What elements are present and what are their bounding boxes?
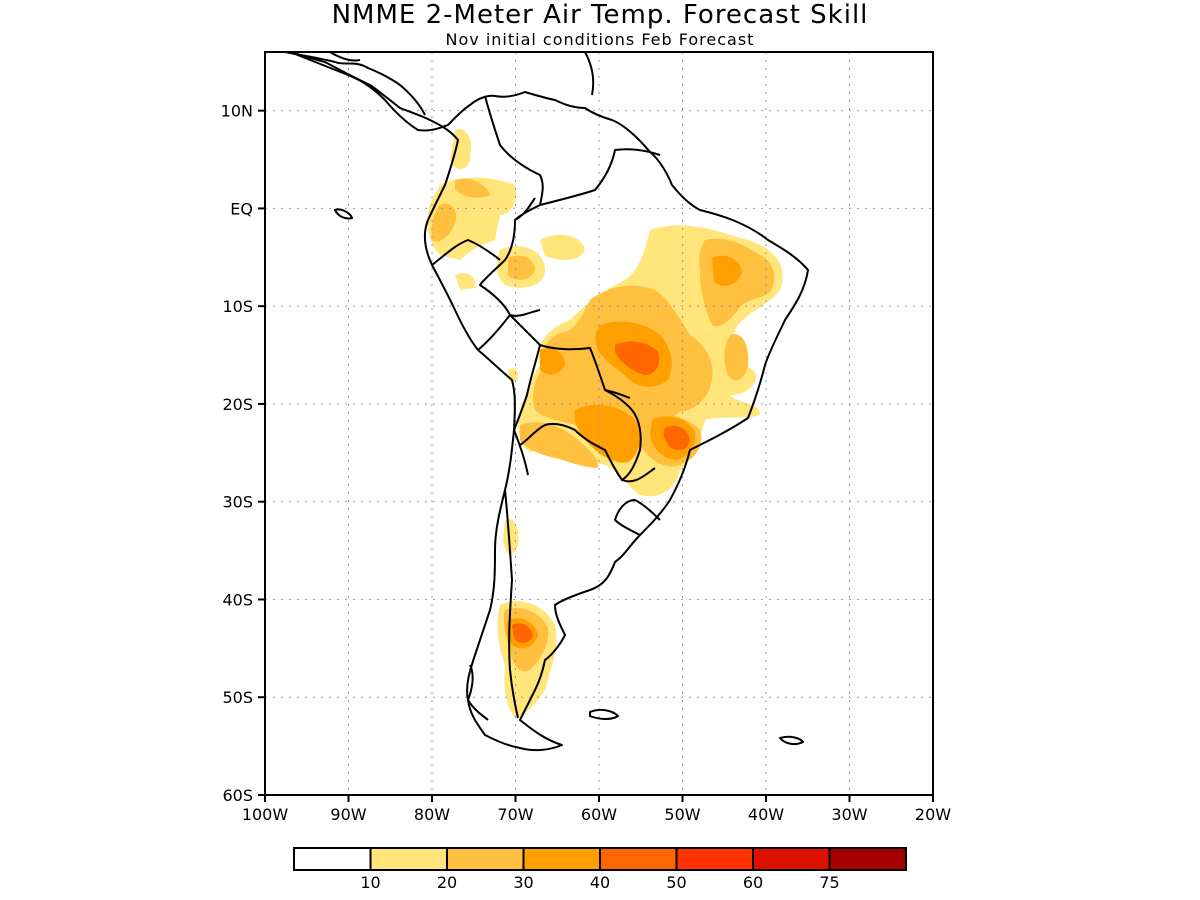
- lon-tick-label: 40W: [748, 805, 784, 824]
- central-america-coastline: [284, 51, 595, 116]
- skill-region-10-20: [455, 273, 476, 290]
- lat-tick-label: EQ: [230, 199, 253, 218]
- lon-tick-label: 60W: [581, 805, 617, 824]
- lat-tick-labels: 10N EQ 10S 20S 30S 40S 50S 60S: [221, 102, 253, 805]
- chart-title: NMME 2-Meter Air Temp. Forecast Skill: [331, 0, 869, 30]
- colorbar-label: 30: [513, 873, 533, 892]
- skill-region-20-30: [508, 255, 535, 280]
- skill-region-20-30: [520, 422, 599, 468]
- lat-tick-label: 50S: [222, 688, 253, 707]
- chart-subtitle: Nov initial conditions Feb Forecast: [445, 30, 755, 49]
- skill-region-10-20: [540, 234, 585, 260]
- skill-region-30-40: [712, 255, 742, 286]
- skill-region-30-40: [540, 348, 565, 375]
- lon-tick-label: 80W: [414, 805, 450, 824]
- skill-region-10-20: [450, 129, 472, 170]
- colorbar-swatch: [293, 847, 372, 871]
- lon-tick-label: 70W: [497, 805, 533, 824]
- colorbar-label: 20: [437, 873, 457, 892]
- coastlines: [284, 51, 809, 752]
- lon-tick-label: 100W: [242, 805, 289, 824]
- lat-tick-label: 10N: [221, 102, 253, 121]
- skill-shading: [427, 129, 783, 718]
- lat-tick-label: 60S: [222, 786, 253, 805]
- south-america-coastline: [289, 51, 809, 752]
- lat-tick-label: 40S: [222, 590, 253, 609]
- colorbar: [293, 847, 907, 871]
- lon-tick-label: 30W: [831, 805, 867, 824]
- axis-ticks: [258, 109, 934, 802]
- islands: [334, 208, 804, 746]
- lon-tick-label: 20W: [915, 805, 951, 824]
- lon-tick-labels: 100W 90W 80W 70W 60W 50W 40W 30W 20W: [242, 805, 951, 824]
- colorbar-swatch: [599, 847, 678, 871]
- colorbar-swatch: [828, 847, 907, 871]
- colorbar-label: 60: [743, 873, 763, 892]
- skill-region-40-50: [512, 623, 533, 643]
- skill-region-40-50: [615, 341, 660, 375]
- colorbar-swatch: [675, 847, 754, 871]
- colorbar-label: 40: [590, 873, 610, 892]
- colorbar-swatch: [752, 847, 831, 871]
- skill-region-10-20: [427, 177, 517, 260]
- skill-region-40-50: [663, 425, 690, 451]
- colorbar-label: 50: [666, 873, 686, 892]
- colorbar-swatch: [446, 847, 525, 871]
- lat-tick-label: 20S: [222, 395, 253, 414]
- colorbar-label: 10: [360, 873, 380, 892]
- country-borders: [431, 95, 661, 719]
- skill-region-10-20: [503, 519, 519, 555]
- colorbar-labels: 10 20 30 40 50 60 75: [360, 873, 839, 892]
- colorbar-label: 75: [819, 873, 839, 892]
- lat-tick-label: 30S: [222, 493, 253, 512]
- skill-region-20-30: [431, 203, 457, 242]
- lon-tick-label: 90W: [330, 805, 366, 824]
- colorbar-swatch: [522, 847, 601, 871]
- skill-region-20-30: [455, 178, 490, 198]
- lon-tick-label: 50W: [664, 805, 700, 824]
- colorbar-swatch: [369, 847, 448, 871]
- lat-tick-label: 10S: [222, 297, 253, 316]
- skill-region-30-40: [574, 404, 641, 463]
- skill-region-20-30: [724, 334, 749, 381]
